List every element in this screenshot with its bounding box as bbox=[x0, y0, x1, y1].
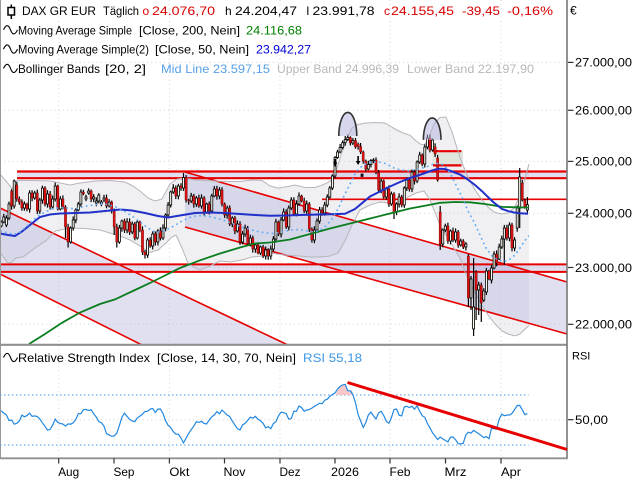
svg-text:Nov: Nov bbox=[224, 465, 246, 479]
svg-text:[20, 2]: [20, 2] bbox=[105, 62, 146, 76]
svg-text:50,00: 50,00 bbox=[575, 413, 608, 427]
svg-text:o: o bbox=[143, 4, 150, 18]
svg-text:Mrz: Mrz bbox=[445, 465, 467, 479]
svg-text:Okt: Okt bbox=[169, 465, 190, 479]
svg-text:24.076,70: 24.076,70 bbox=[152, 4, 215, 18]
svg-text:Upper Band 24.996,39: Upper Band 24.996,39 bbox=[277, 62, 399, 76]
svg-text:Moving Average Simple(2): Moving Average Simple(2) bbox=[18, 43, 149, 57]
svg-text:€: € bbox=[570, 4, 577, 18]
svg-text:24.155,45: 24.155,45 bbox=[391, 4, 454, 18]
svg-text:27.000,00: 27.000,00 bbox=[575, 56, 632, 70]
svg-text:23.991,78: 23.991,78 bbox=[313, 4, 375, 18]
svg-text:25.000,00: 25.000,00 bbox=[575, 155, 632, 169]
svg-text:c: c bbox=[384, 4, 390, 18]
svg-text:Aug: Aug bbox=[58, 465, 79, 479]
svg-text:26.000,00: 26.000,00 bbox=[575, 104, 632, 118]
svg-text:24.204,47: 24.204,47 bbox=[235, 4, 297, 18]
svg-text:Bollinger Bands: Bollinger Bands bbox=[18, 62, 100, 76]
svg-text:Täglich: Täglich bbox=[103, 4, 139, 18]
svg-text:2026: 2026 bbox=[331, 465, 359, 479]
svg-text:Sep: Sep bbox=[114, 465, 135, 479]
svg-text:24.116,68: 24.116,68 bbox=[246, 23, 302, 37]
svg-text:Mid Line 23.597,15: Mid Line 23.597,15 bbox=[161, 62, 270, 76]
svg-text:-0,16%: -0,16% bbox=[507, 4, 553, 18]
svg-text:RSI 55,18: RSI 55,18 bbox=[303, 351, 362, 365]
svg-text:22.000,00: 22.000,00 bbox=[575, 318, 632, 332]
svg-text:Moving Average Simple: Moving Average Simple bbox=[18, 23, 132, 37]
svg-text:Feb: Feb bbox=[390, 465, 411, 479]
svg-text:23.000,00: 23.000,00 bbox=[575, 261, 632, 275]
svg-text:RSI: RSI bbox=[572, 351, 590, 363]
svg-text:[Close, 200, Nein]: [Close, 200, Nein] bbox=[139, 23, 240, 37]
svg-text:23.942,27: 23.942,27 bbox=[256, 43, 311, 57]
svg-text:24.000,00: 24.000,00 bbox=[575, 207, 632, 221]
svg-text:[Close, 50, Nein]: [Close, 50, Nein] bbox=[155, 43, 249, 57]
svg-text:Dez: Dez bbox=[280, 465, 301, 479]
svg-text:l: l bbox=[307, 4, 310, 18]
svg-text:Apr: Apr bbox=[501, 465, 521, 479]
svg-text:[Close, 14, 30, 70, Nein]: [Close, 14, 30, 70, Nein] bbox=[157, 351, 296, 365]
svg-text:Lower Band 22.197,90: Lower Band 22.197,90 bbox=[407, 62, 534, 76]
svg-text:h: h bbox=[225, 4, 232, 18]
svg-text:DAX GR EUR: DAX GR EUR bbox=[22, 4, 96, 18]
svg-text:Relative Strength Index: Relative Strength Index bbox=[18, 351, 150, 365]
svg-text:-39,45: -39,45 bbox=[462, 4, 500, 18]
